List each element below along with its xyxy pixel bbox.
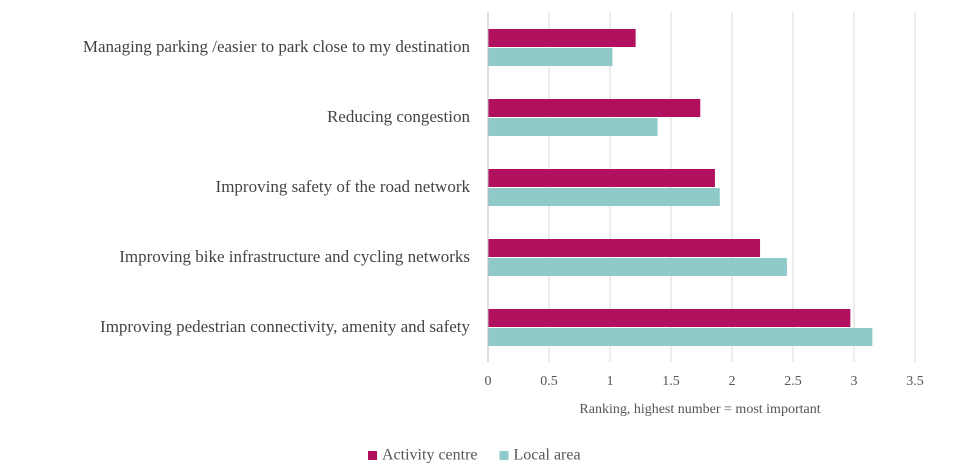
legend-swatch (499, 451, 509, 460)
x-tick-label: 3.5 (906, 374, 924, 389)
x-tick-label: 2 (729, 374, 736, 389)
y-tick-label: Improving safety of the road network (215, 177, 470, 196)
x-tick-label: 0.5 (540, 374, 558, 389)
bar (488, 99, 701, 117)
legend-label: Activity centre (382, 447, 478, 464)
y-tick-label: Reducing congestion (326, 107, 470, 126)
legend-swatch (368, 451, 377, 460)
legend-label: Local area (514, 447, 581, 464)
bar (488, 188, 720, 206)
y-tick-label: Managing parking /easier to park close t… (82, 37, 470, 56)
bar (488, 328, 873, 346)
y-tick-label: Improving pedestrian connectivity, ameni… (100, 317, 470, 336)
x-axis-title: Ranking, highest number = most important (579, 402, 820, 417)
x-tick-label: 1.5 (662, 374, 680, 389)
bar (488, 169, 715, 187)
bar (488, 118, 658, 136)
bar (488, 309, 851, 327)
bar (488, 258, 787, 276)
bar (488, 29, 636, 47)
x-tick-label: 2.5 (784, 374, 802, 389)
x-tick-label: 0 (485, 374, 492, 389)
bar (488, 239, 761, 257)
y-tick-label: Improving bike infrastructure and cyclin… (119, 247, 470, 266)
x-tick-label: 3 (851, 374, 858, 389)
bar (488, 48, 613, 66)
x-tick-label: 1 (607, 374, 614, 389)
